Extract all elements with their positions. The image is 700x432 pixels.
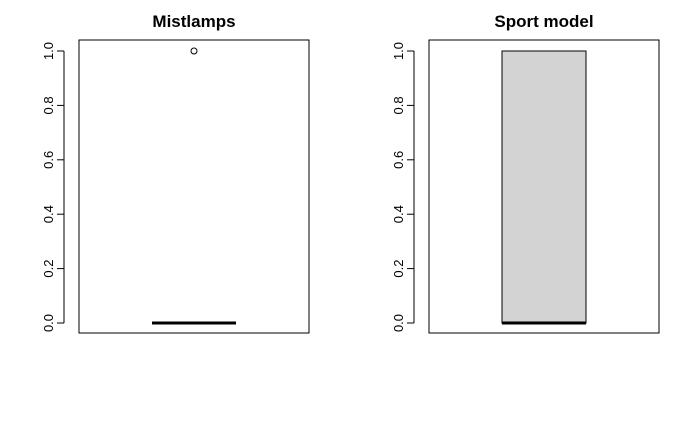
y-tick-label: 1.0 — [391, 42, 406, 60]
y-axis: 0.0 0.2 0.4 0.6 0.8 1.0 — [41, 42, 65, 332]
y-axis: 0.0 0.2 0.4 0.6 0.8 1.0 — [391, 42, 415, 332]
plot-frame — [78, 39, 310, 334]
plot-frame — [428, 39, 660, 334]
y-tick-label: 0.0 — [391, 314, 406, 332]
y-tick-label: 0.0 — [41, 314, 56, 332]
y-tick-label: 0.6 — [391, 151, 406, 169]
y-tick-label: 0.4 — [391, 205, 406, 223]
y-tick-label: 0.8 — [41, 96, 56, 114]
box — [501, 50, 587, 324]
y-tick-label: 0.8 — [391, 96, 406, 114]
panel-sport-model: Sport model 0.0 0.2 0.4 0.6 0.8 1.0 — [391, 12, 660, 334]
y-tick-label: 0.2 — [41, 260, 56, 278]
y-tick-label: 0.6 — [41, 151, 56, 169]
y-tick-label: 1.0 — [41, 42, 56, 60]
box-marks — [501, 50, 587, 325]
box-marks — [152, 47, 236, 325]
panel-title: Mistlamps — [152, 12, 235, 31]
panel-title: Sport model — [494, 12, 593, 31]
outlier-point — [190, 47, 198, 55]
panel-mistlamps: Mistlamps 0.0 0.2 0.4 0.6 0.8 1.0 — [41, 12, 310, 334]
y-tick-label: 0.2 — [391, 260, 406, 278]
y-tick-label: 0.4 — [41, 205, 56, 223]
